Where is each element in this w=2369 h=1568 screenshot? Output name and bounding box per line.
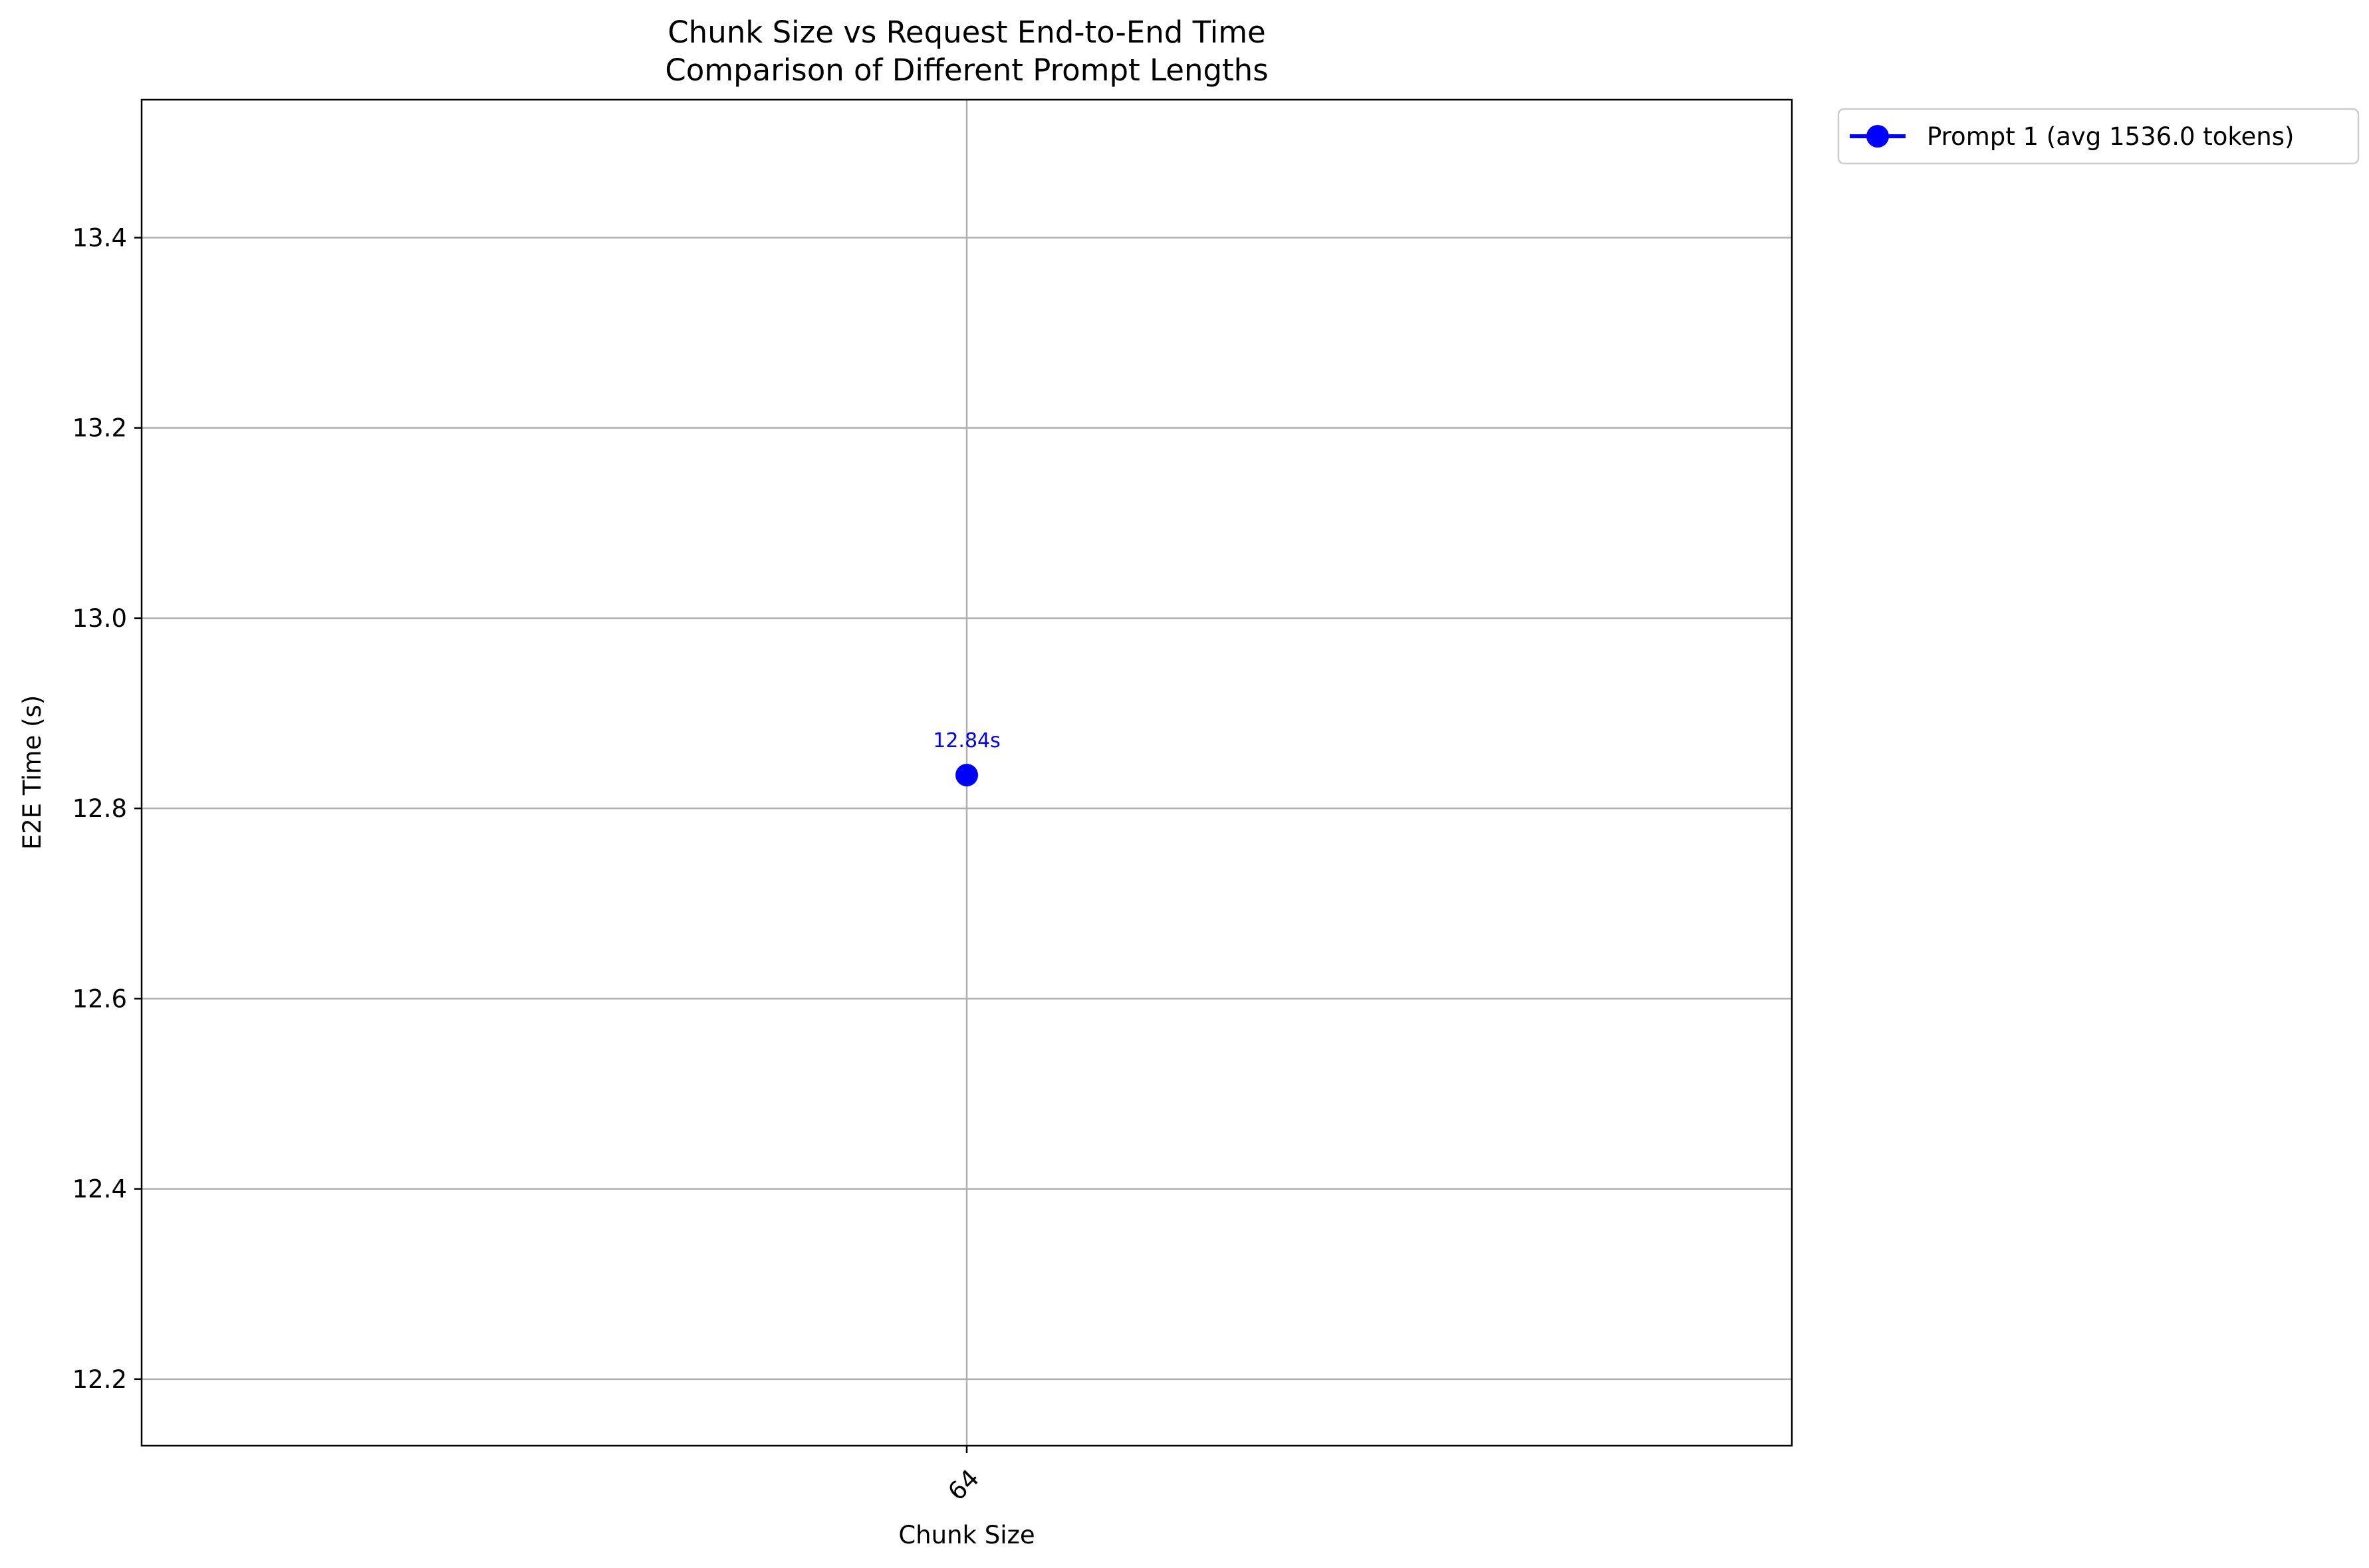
legend-label: Prompt 1 (avg 1536.0 tokens) [1927, 122, 2294, 151]
y-tick-label: 13.2 [72, 414, 127, 443]
data-label: 12.84s [933, 729, 1001, 752]
plot-frame [140, 98, 1793, 1447]
x-axis-label: Chunk Size [898, 1521, 1035, 1549]
y-tick-label: 13.0 [72, 604, 127, 633]
y-tick-label: 12.6 [72, 984, 127, 1013]
series-layer: 12.84s [933, 729, 1001, 787]
y-axis-ticks: 12.2 12.4 12.6 12.8 13.0 13.2 13.4 [72, 224, 142, 1394]
chart-subtitle: Comparison of Different Prompt Lengths [665, 53, 1268, 88]
y-axis-label: E2E Time (s) [18, 695, 47, 850]
y-tick-label: 12.8 [72, 794, 127, 823]
legend-marker [1866, 125, 1889, 148]
legend-items: Prompt 1 (avg 1536.0 tokens) [1850, 122, 2294, 151]
legend: Prompt 1 (avg 1536.0 tokens) [1837, 108, 2360, 165]
y-tick-label: 12.4 [72, 1175, 127, 1204]
legend-frame [1837, 108, 2360, 165]
chart-title: Chunk Size vs Request End-to-End Time [668, 15, 1265, 50]
y-tick-label: 12.2 [72, 1365, 127, 1394]
y-tick-label: 13.4 [72, 224, 127, 253]
data-point [955, 764, 978, 787]
